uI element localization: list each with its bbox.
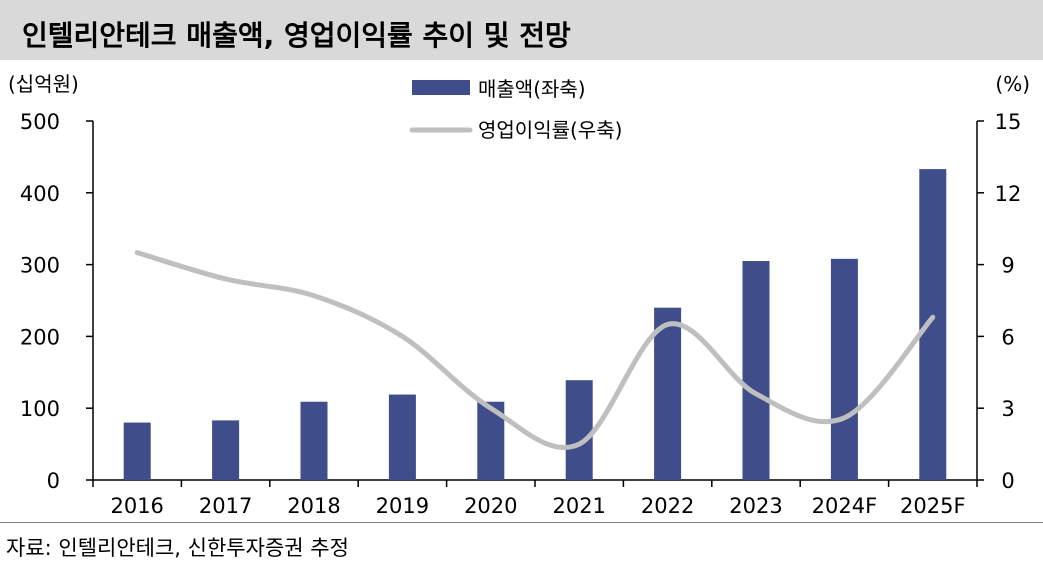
revenue-bar: [654, 307, 682, 480]
revenue-bar: [919, 169, 947, 480]
right-axis-label: (%): [995, 72, 1030, 96]
revenue-bar: [742, 261, 770, 480]
title-bar: 인텔리안테크 매출액, 영업이익률 추이 및 전망: [0, 0, 1043, 60]
right-tick-label: 6: [1001, 325, 1014, 349]
revenue-bar: [123, 422, 151, 480]
chart-title: 인텔리안테크 매출액, 영업이익률 추이 및 전망: [22, 19, 571, 52]
source-note: 자료: 인텔리안테크, 신한투자증권 추정: [6, 536, 349, 560]
right-tick-label: 3: [1001, 397, 1014, 421]
left-tick-label: 500: [20, 110, 60, 134]
x-tick-label: 2017: [199, 494, 252, 518]
right-tick-label: 15: [995, 110, 1022, 134]
left-tick-label: 100: [20, 397, 60, 421]
revenue-bar: [388, 394, 416, 480]
revenue-bar: [300, 401, 328, 480]
legend-bar-label: 매출액(좌축): [478, 77, 586, 101]
x-tick-label: 2020: [464, 494, 517, 518]
source-divider: [0, 522, 1043, 523]
left-axis-label: (십억원): [8, 72, 79, 96]
left-tick-label: 0: [47, 469, 60, 493]
left-tick-label: 300: [20, 254, 60, 278]
x-tick-label: 2018: [287, 494, 340, 518]
margin-line: [134, 250, 936, 451]
revenue-bar: [830, 258, 858, 480]
x-tick-label: 2025F: [900, 494, 966, 518]
right-tick-label: 12: [995, 182, 1022, 206]
x-tick-label: 2019: [376, 494, 429, 518]
legend-line-label: 영업이익률(우축): [478, 118, 622, 142]
left-tick-label: 400: [20, 182, 60, 206]
x-tick-label: 2021: [552, 494, 605, 518]
x-tick-label: 2024F: [812, 494, 878, 518]
x-tick-label: 2022: [641, 494, 694, 518]
revenue-bar: [565, 380, 593, 480]
right-tick-label: 9: [1001, 254, 1014, 278]
left-tick-label: 200: [20, 325, 60, 349]
revenue-bar: [212, 420, 240, 480]
legend-bar-swatch: [412, 80, 470, 95]
right-tick-label: 0: [1001, 469, 1014, 493]
combo-chart: 0 100 200 300 400 500 0 3 6 9 12 15 2016 2017 2018 2019…: [8, 72, 1030, 518]
x-tick-label: 2016: [110, 494, 163, 518]
x-tick-label: 2023: [729, 494, 782, 518]
